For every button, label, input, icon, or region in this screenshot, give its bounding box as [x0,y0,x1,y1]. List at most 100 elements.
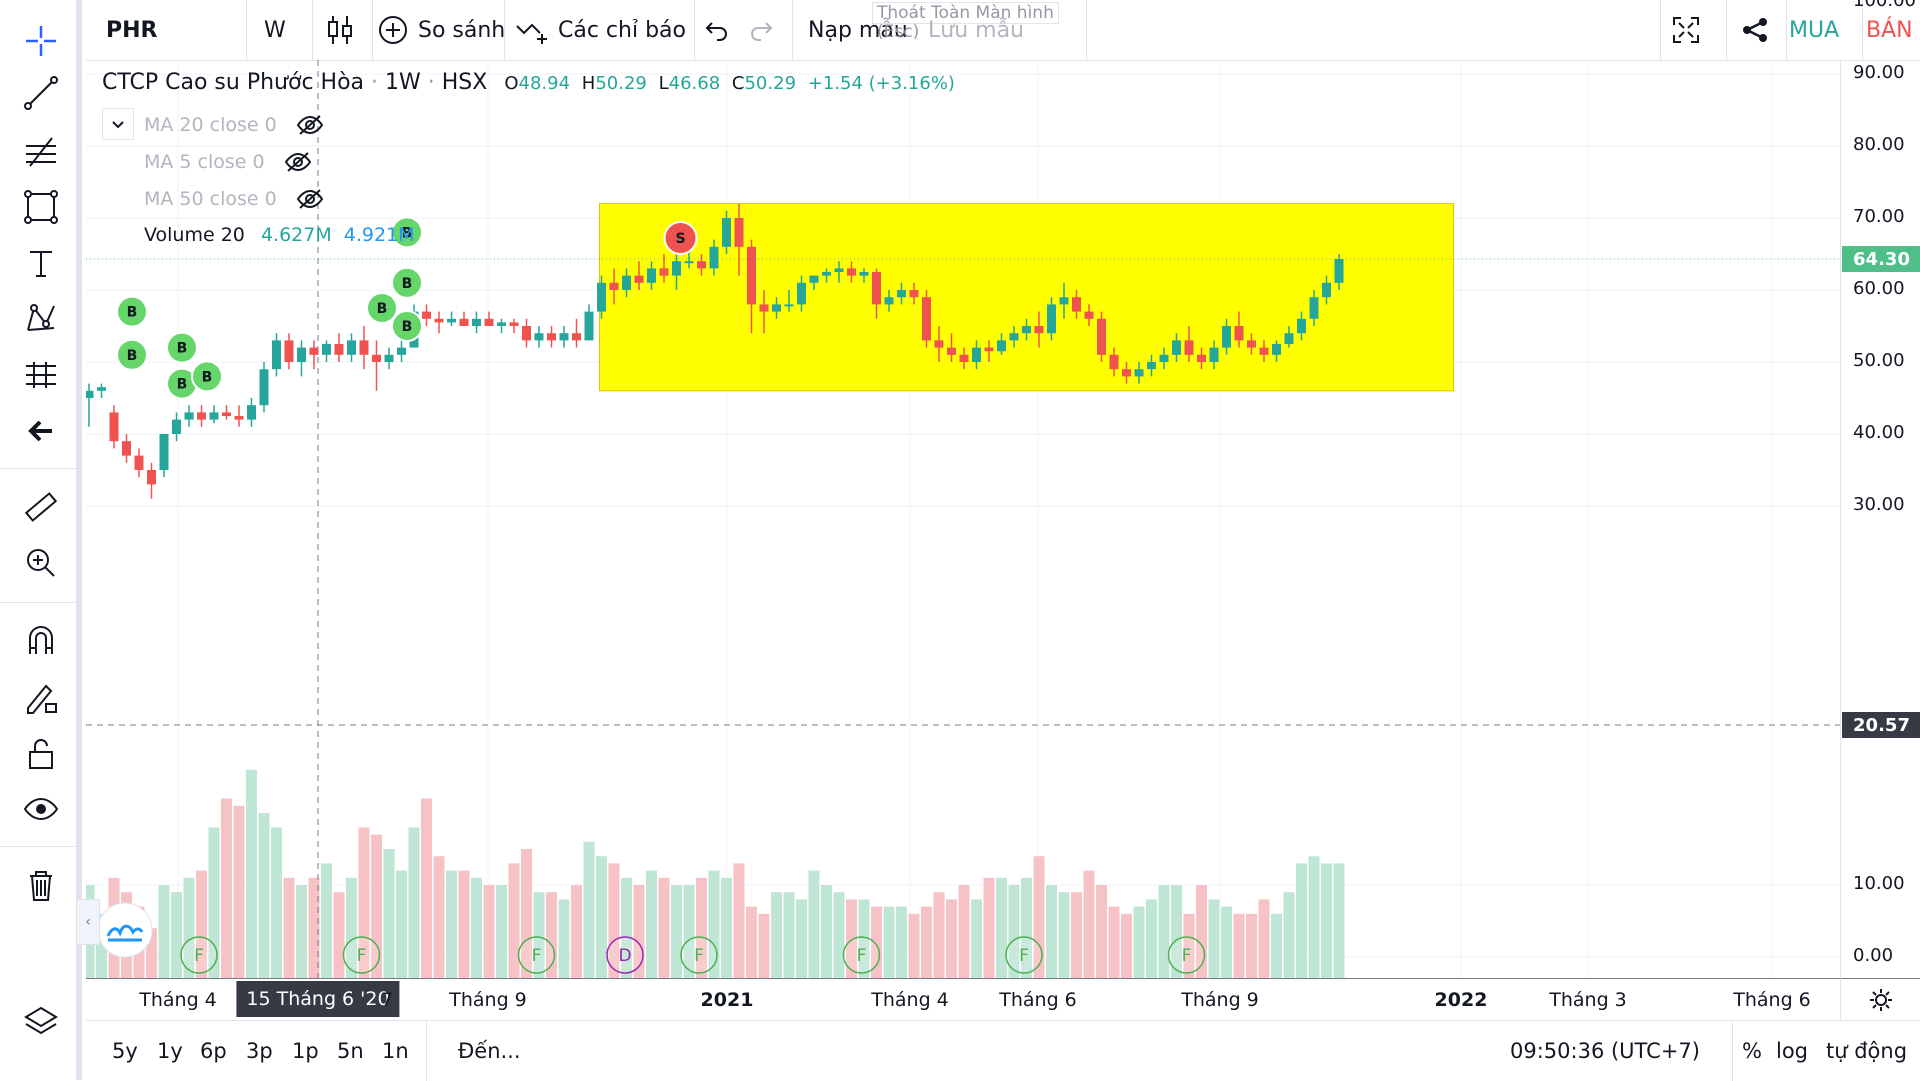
buy-marker [391,310,423,342]
eye-icon [23,797,59,821]
zoom-in-tool[interactable] [16,538,66,588]
exit-fullscreen-hint: (Esc) [877,22,920,42]
chart-type-button[interactable] [322,0,358,60]
exit-fullscreen-tooltip: Thoát Toàn Màn hình (Esc) [872,2,1059,41]
range-button[interactable]: 1p [292,1021,319,1081]
event-marker [680,936,718,974]
price-tick-label: 50.00 [1853,350,1905,371]
indicator-volume[interactable]: Volume 20 4.627M 4.921M [144,224,415,246]
eye-crossed-icon[interactable] [296,114,324,136]
price-axis[interactable]: 120.00110.00100.0090.0080.0070.0060.0050… [1840,0,1920,978]
candle-type-icon [328,16,352,44]
volume-bar [308,877,320,978]
remove-drawings-tool[interactable] [16,860,66,910]
change-value: +1.54 (+3.16%) [807,73,955,94]
fullscreen-button[interactable] [1670,0,1702,60]
volume-bar [446,870,457,978]
interval-button[interactable]: W [264,0,286,60]
time-tick-label: Tháng 6 [999,989,1077,1011]
event-marker-label: F [694,946,704,966]
candle-body [509,322,519,326]
range-button[interactable]: 1n [382,1021,409,1081]
candle-body [584,311,594,341]
volume-bar [533,892,545,978]
candle-body [559,333,569,341]
event-marker-label: F [857,946,867,966]
ruler-tool[interactable] [16,482,66,532]
share-button[interactable] [1740,0,1770,60]
range-label: 1n [382,1039,409,1063]
prediction-tool[interactable] [16,350,66,400]
lock-draw-tool[interactable] [16,672,66,722]
candle-body [834,268,844,272]
rectangle-tool[interactable] [16,182,66,232]
indicator-ma50[interactable]: MA 50 close 0 [144,186,324,211]
candle-body [359,340,369,355]
sell-button[interactable]: BÁN [1866,0,1913,60]
range-button[interactable]: 1y [157,1021,183,1081]
unlock-tool[interactable] [16,728,66,778]
volume-bar [1146,899,1157,978]
plus-circle-icon [379,16,407,44]
range-button[interactable]: 6p [200,1021,227,1081]
crosshair-tool[interactable] [16,16,66,66]
volume-bar [896,906,907,978]
trend-line-tool[interactable] [16,68,66,118]
volume-bar [871,906,882,978]
sell-marker [663,221,698,255]
crosshair-icon [26,26,56,56]
candle-body [1222,326,1231,348]
volume-ma-value: 4.921M [343,224,415,246]
volume-bar [1046,885,1057,978]
candle-body [1172,340,1181,355]
range-button[interactable]: 3p [246,1021,273,1081]
eye-crossed-icon[interactable] [284,151,312,173]
compare-button[interactable]: So sánh [376,0,505,60]
visibility-tool[interactable] [16,784,66,834]
percent-scale-button[interactable]: % [1732,1021,1772,1081]
indicators-button[interactable]: Các chỉ báo [514,0,686,60]
object-tree-tool[interactable] [16,996,66,1046]
event-marker [606,936,644,974]
candle-body [522,326,531,341]
time-axis[interactable]: Tháng 6 Tháng 3 2022 Tháng 9 Tháng 6 Tháng 4 2… [76,899,1840,1021]
candle-body [284,340,294,362]
price-tick-label: 80.00 [1853,134,1905,155]
event-marker-label: F [194,946,204,966]
candle-body [1134,369,1144,377]
indicator-ma5[interactable]: MA 5 close 0 [144,149,312,174]
goto-date-button[interactable]: Đến... [458,1021,521,1081]
candle-body [1234,326,1244,341]
symbol-search-button[interactable]: PHR [106,0,157,60]
legend-collapse-button[interactable] [102,108,134,140]
range-button[interactable]: 5y [112,1021,138,1081]
series-legend[interactable]: CTCP Cao su Phước Hòa · 1W · HSX O48.94 … [102,70,955,95]
redo-button[interactable] [746,0,776,60]
buy-button[interactable]: MUA [1789,0,1839,60]
volume-bar [496,885,507,978]
fib-tool[interactable] [16,126,66,176]
pattern-tool[interactable] [16,294,66,344]
range-label: 6p [200,1039,227,1063]
volume-bar [521,849,532,978]
candle-body [534,333,544,341]
candle-body [759,304,769,312]
collapse-panel-handle[interactable]: ‹ [76,899,100,945]
timezone-button[interactable]: 09:50:36 (UTC+7) [1510,1021,1700,1081]
eye-crossed-icon[interactable] [296,188,324,210]
range-button[interactable]: 5n [337,1021,364,1081]
chart-settings-button[interactable] [1840,978,1920,1021]
volume-bar [221,798,232,978]
text-tool[interactable] [16,238,66,288]
undo-button[interactable] [702,0,732,60]
log-scale-button[interactable]: log [1776,1021,1808,1081]
save-layout-button[interactable]: Lưu mẫu [928,0,1024,60]
magnet-tool[interactable] [16,616,66,666]
indicator-ma20[interactable]: MA 20 close 0 [144,112,324,137]
volume-bar [271,827,282,978]
back-arrow-tool[interactable] [16,406,66,456]
auto-scale-button[interactable]: tự động [1826,1021,1907,1081]
price-tick-label: 10.00 [1853,873,1905,894]
